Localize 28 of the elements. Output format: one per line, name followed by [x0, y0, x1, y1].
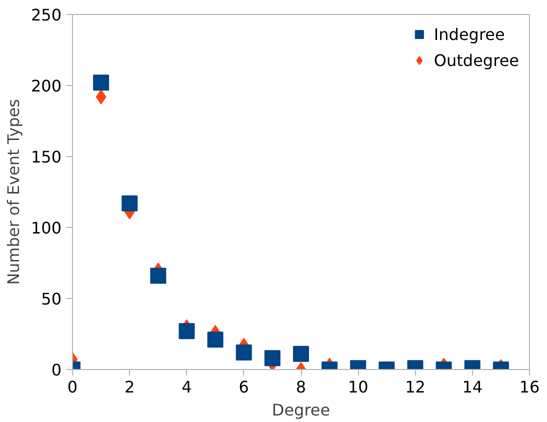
point	[236, 344, 252, 360]
x-tick-label: 10	[348, 378, 368, 396]
legend-label: Indegree	[434, 24, 505, 44]
point	[293, 346, 309, 362]
y-tick-label: 0	[51, 360, 62, 380]
y-tick-label: 100	[30, 218, 62, 238]
x-axis-title: Degree	[272, 400, 330, 420]
x-tick-label: 14	[462, 378, 483, 396]
y-axis-title: Number of Event Types	[4, 99, 23, 285]
y-tick-label: 150	[30, 148, 62, 166]
x-tick-label: 16	[519, 378, 540, 396]
point	[207, 332, 224, 348]
point	[96, 89, 106, 104]
legend-label: Outdegree	[434, 50, 519, 70]
point	[150, 268, 166, 284]
y-tick-label: 250	[30, 6, 62, 24]
point	[264, 350, 280, 366]
x-tick-label: 4	[182, 378, 192, 396]
x-tick-label: 0	[67, 378, 78, 396]
y-tick-label: 200	[30, 76, 62, 96]
y-tick-label: 50	[41, 290, 62, 308]
x-tick-label: 12	[405, 378, 426, 396]
x-tick-label: 2	[124, 378, 135, 396]
x-tick-label: 6	[238, 378, 249, 396]
point	[122, 195, 138, 212]
x-tick-label: 8	[296, 378, 306, 396]
point	[93, 74, 110, 91]
point	[178, 323, 195, 340]
